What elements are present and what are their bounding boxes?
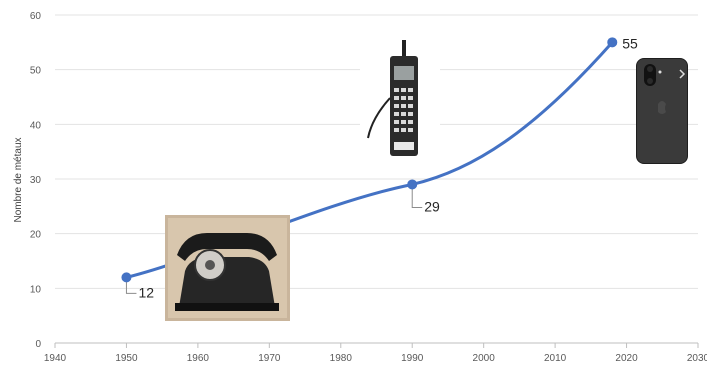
- y-axis: 0 10 20 30 40 50 60: [30, 11, 42, 350]
- y-tick-label: 60: [30, 11, 42, 22]
- x-tick-label: 1980: [330, 353, 353, 364]
- y-tick-label: 40: [30, 120, 42, 131]
- y-tick-label: 0: [35, 339, 41, 350]
- x-tick-label: 1990: [401, 353, 424, 364]
- rotary-telephone-image: [165, 215, 290, 321]
- label-leaders: [125, 188, 423, 294]
- smartphone-image: [636, 58, 688, 164]
- x-tick-label: 1960: [187, 353, 210, 364]
- y-axis-label: Nombre de métaux: [13, 137, 24, 222]
- x-tick-label: 1970: [258, 353, 281, 364]
- x-tick-label: 1940: [44, 353, 67, 364]
- data-labels: 12 29 55: [138, 35, 638, 300]
- x-tick-label: 2020: [615, 353, 638, 364]
- data-points: [121, 37, 618, 283]
- x-tick-label: 1950: [115, 353, 138, 364]
- data-point: [407, 179, 418, 190]
- y-tick-label: 50: [30, 66, 42, 77]
- label-leader-line: [125, 281, 137, 294]
- data-label: 29: [424, 198, 440, 214]
- y-tick-label: 20: [30, 230, 42, 241]
- data-point: [121, 272, 132, 283]
- label-leader-line: [411, 188, 423, 208]
- x-tick-label: 2000: [473, 353, 496, 364]
- x-tick-label: 2030: [687, 353, 707, 364]
- data-label: 55: [622, 35, 638, 51]
- x-tick-label: 2010: [544, 353, 567, 364]
- data-label: 12: [138, 284, 154, 300]
- data-point: [607, 37, 618, 48]
- y-tick-label: 10: [30, 284, 42, 295]
- y-tick-label: 30: [30, 175, 42, 186]
- x-axis: 1940 1950 1960 1970 1980 1990 2000 2010 2020 2030: [44, 342, 707, 364]
- brick-mobile-phone-image: [360, 38, 440, 163]
